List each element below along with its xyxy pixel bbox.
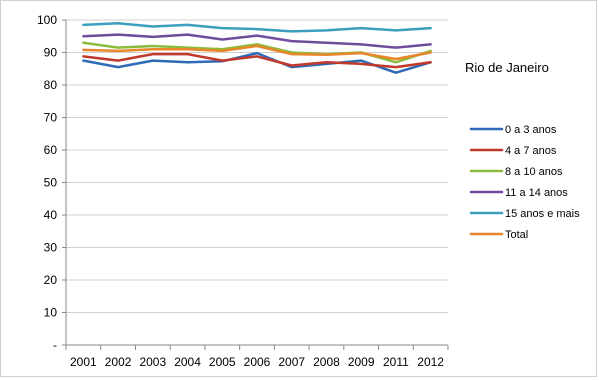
y-axis-ticks: - 10 20 30 40 50 60 70 80 90 100 xyxy=(37,13,66,352)
x-tick-label: 2012 xyxy=(417,355,444,369)
x-tick-label: 2011 xyxy=(383,355,409,369)
y-tick-label: 30 xyxy=(44,241,58,255)
y-tick-label: 100 xyxy=(37,13,57,27)
y-tick-label: 40 xyxy=(44,208,58,222)
series-line xyxy=(82,52,432,69)
legend-label: 8 a 10 anos xyxy=(505,166,563,178)
legend-label: 0 a 3 anos xyxy=(505,124,557,136)
chart-title: Rio de Janeiro xyxy=(465,60,549,75)
y-tick-label: 60 xyxy=(44,143,58,157)
legend-label: 11 a 14 anos xyxy=(505,187,568,199)
y-tick-label: - xyxy=(53,338,57,352)
y-tick-label: 50 xyxy=(44,176,58,190)
x-tick-label: 2001 xyxy=(70,355,97,369)
x-tick-label: 2005 xyxy=(209,355,236,369)
legend-label: 15 anos e mais xyxy=(505,208,580,220)
gridlines xyxy=(66,19,448,313)
x-axis-ticks: 2001 2002 2003 2004 2005 2006 2007 2008 2009 2011… xyxy=(65,345,449,369)
x-tick-label: 2009 xyxy=(348,355,375,369)
legend-label: Total xyxy=(505,229,528,241)
series-line xyxy=(82,44,432,61)
x-tick-label: 2007 xyxy=(278,355,305,369)
y-tick-label: 20 xyxy=(44,273,58,287)
series-line xyxy=(82,22,432,33)
series-lines xyxy=(82,22,432,74)
y-tick-label: 10 xyxy=(44,306,58,320)
x-tick-label: 2008 xyxy=(313,355,340,369)
series-line xyxy=(82,33,432,49)
x-tick-label: 2003 xyxy=(139,355,166,369)
y-tick-label: 70 xyxy=(44,111,58,125)
x-tick-label: 2006 xyxy=(244,355,271,369)
legend-label: 4 a 7 anos xyxy=(505,145,557,157)
x-tick-label: 2002 xyxy=(105,355,132,369)
y-tick-label: 80 xyxy=(44,78,58,92)
legend: 0 a 3 anos 4 a 7 anos 8 a 10 anos 11 a 14 a… xyxy=(469,124,580,241)
y-tick-label: 90 xyxy=(44,46,58,60)
x-tick-label: 2004 xyxy=(174,355,201,369)
